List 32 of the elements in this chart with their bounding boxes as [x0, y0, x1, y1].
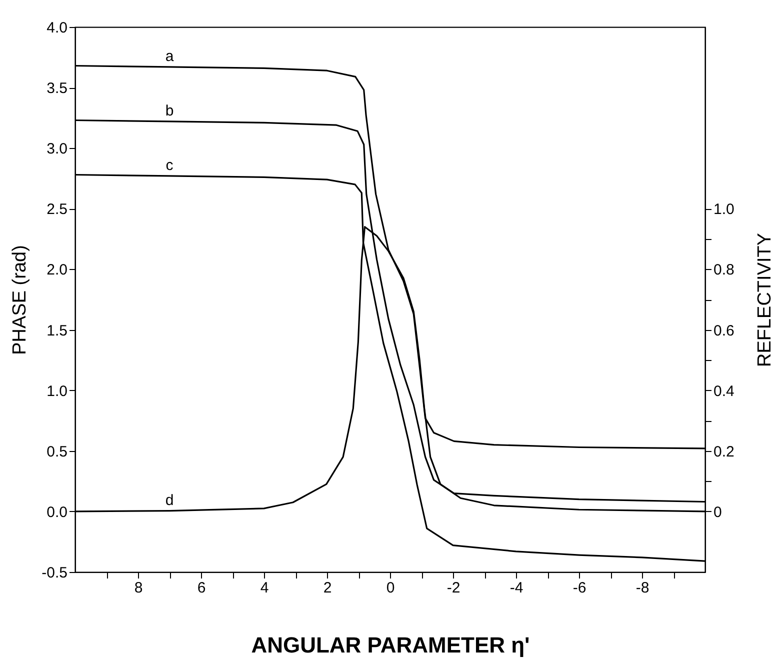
y2-tick-label: 1.0 — [714, 201, 734, 218]
x-tick-label: 2 — [323, 580, 332, 596]
series-label: c — [166, 156, 174, 174]
x-tick-label: -8 — [636, 580, 650, 596]
x-tick-label: 6 — [197, 580, 206, 596]
y2-axis-title: REFLECTIVITY — [754, 232, 776, 368]
x-tick-label: 4 — [260, 580, 269, 596]
y-tick-label: 2.5 — [46, 201, 68, 218]
x-axis-title: ANGULAR PARAMETER η' — [251, 632, 530, 658]
y2-tick-label: 0.8 — [714, 262, 734, 279]
y2-tick-label: 0.2 — [714, 443, 734, 460]
series-label: a — [165, 48, 174, 65]
x-tick-label: -4 — [510, 580, 524, 596]
y-tick-label: 3.5 — [46, 80, 68, 98]
x-tick-label: 0 — [386, 580, 395, 596]
series-label: d — [165, 492, 174, 509]
x-tick-label: -6 — [572, 580, 586, 596]
y-tick-label: -0.5 — [42, 564, 68, 582]
y-tick-label: 1.5 — [46, 322, 68, 340]
y-tick-label: 4.0 — [46, 20, 68, 36]
y-tick-label: 1.0 — [46, 382, 68, 400]
y2-tick-label: 0.6 — [714, 322, 734, 340]
y2-tick-label: 0 — [714, 504, 722, 521]
x-tick-label: 8 — [134, 580, 143, 596]
y-tick-label: 2.0 — [46, 262, 68, 279]
y-tick-label: 3.0 — [46, 140, 68, 158]
x-tick-label: -2 — [446, 580, 460, 596]
y2-tick-label: 0.4 — [714, 382, 734, 400]
y-tick-label: 0.0 — [46, 504, 68, 521]
y-axis-title: PHASE (rad) — [10, 245, 31, 355]
y-tick-label: 0.5 — [46, 443, 68, 460]
series-label: b — [165, 102, 174, 120]
